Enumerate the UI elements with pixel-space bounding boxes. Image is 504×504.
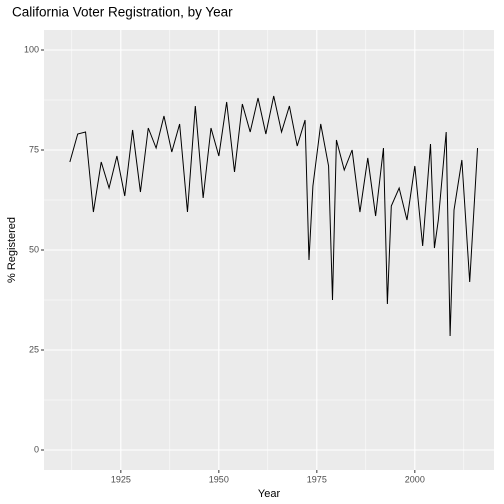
x-tick-label: 1950	[209, 474, 229, 484]
x-axis-label: Year	[258, 488, 281, 500]
x-tick-label: 1925	[111, 474, 131, 484]
x-tick-label: 1975	[307, 474, 327, 484]
line	[69, 95, 479, 337]
y-tick-label: 0	[34, 444, 39, 454]
y-tick-label: 25	[29, 344, 39, 354]
y-axis-label: % Registered	[6, 217, 18, 283]
y-tick-label: 100	[24, 44, 39, 54]
x-tick-label: 2000	[405, 474, 425, 484]
chart-title: California Voter Registration, by Year	[12, 5, 233, 20]
y-tick-label: 75	[29, 144, 39, 154]
y-tick-label: 50	[29, 244, 39, 254]
